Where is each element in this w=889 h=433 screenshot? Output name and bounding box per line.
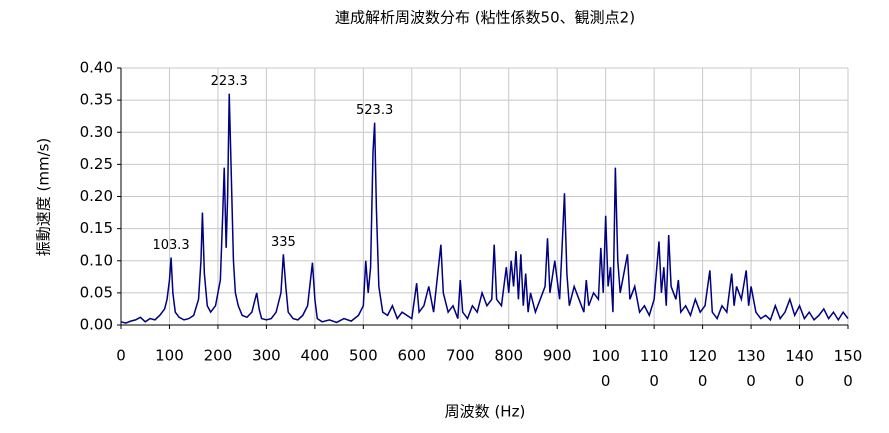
x-tick-label: 110 0	[640, 347, 669, 390]
tick-label-line: 110	[640, 347, 669, 365]
x-tick-label: 300	[252, 347, 281, 365]
chart-title: 連成解析周波数分布 (粘性係数50、観測点2)	[335, 9, 635, 27]
tick-label-line: 150	[834, 347, 863, 365]
tick-label-line: 130	[737, 347, 766, 365]
x-tick-label: 400	[301, 347, 330, 365]
x-tick-label: 150 0	[834, 347, 863, 390]
tick-label-line: 0	[649, 372, 659, 390]
x-tick-label: 700	[446, 347, 475, 365]
y-tick-label: 0.15	[80, 219, 113, 237]
peak-label: 103.3	[152, 238, 189, 253]
peak-label: 335	[271, 235, 296, 250]
tick-label-line: 0	[843, 372, 853, 390]
tick-label-line: 0	[601, 372, 611, 390]
y-tick-label: 0.20	[80, 187, 113, 205]
tick-label-line: 140	[785, 347, 814, 365]
x-axis-title: 周波数 (Hz)	[445, 403, 526, 421]
tick-label-line: 100	[591, 347, 620, 365]
peak-label: 223.3	[211, 74, 248, 89]
x-tick-label: 900	[543, 347, 572, 365]
y-tick-label: 0.40	[80, 59, 113, 77]
tick-label-line: 0	[698, 372, 708, 390]
y-tick-label: 0.35	[80, 91, 113, 109]
x-tick-label: 130 0	[737, 347, 766, 390]
x-tick-label: 800	[494, 347, 523, 365]
y-tick-label: 0.30	[80, 123, 113, 141]
y-tick-label: 0.05	[80, 283, 113, 301]
tick-label-line: 120	[688, 347, 717, 365]
tick-label-line: 0	[746, 372, 756, 390]
x-tick-label: 0	[116, 347, 126, 365]
y-tick-label: 0.00	[80, 316, 113, 334]
y-tick-label: 0.25	[80, 155, 113, 173]
y-tick-label: 0.10	[80, 251, 113, 269]
x-tick-label: 120 0	[688, 347, 717, 390]
x-tick-label: 500	[349, 347, 378, 365]
x-tick-label: 100 0	[591, 347, 620, 390]
x-tick-label: 140 0	[785, 347, 814, 390]
peak-label: 523.3	[356, 103, 393, 118]
x-tick-label: 200	[204, 347, 233, 365]
x-tick-label: 100	[155, 347, 184, 365]
x-tick-label: 600	[397, 347, 426, 365]
tick-label-line: 0	[795, 372, 805, 390]
spectrum-line	[120, 93, 849, 324]
y-axis-title: 振動速度 (mm/s)	[35, 138, 53, 257]
